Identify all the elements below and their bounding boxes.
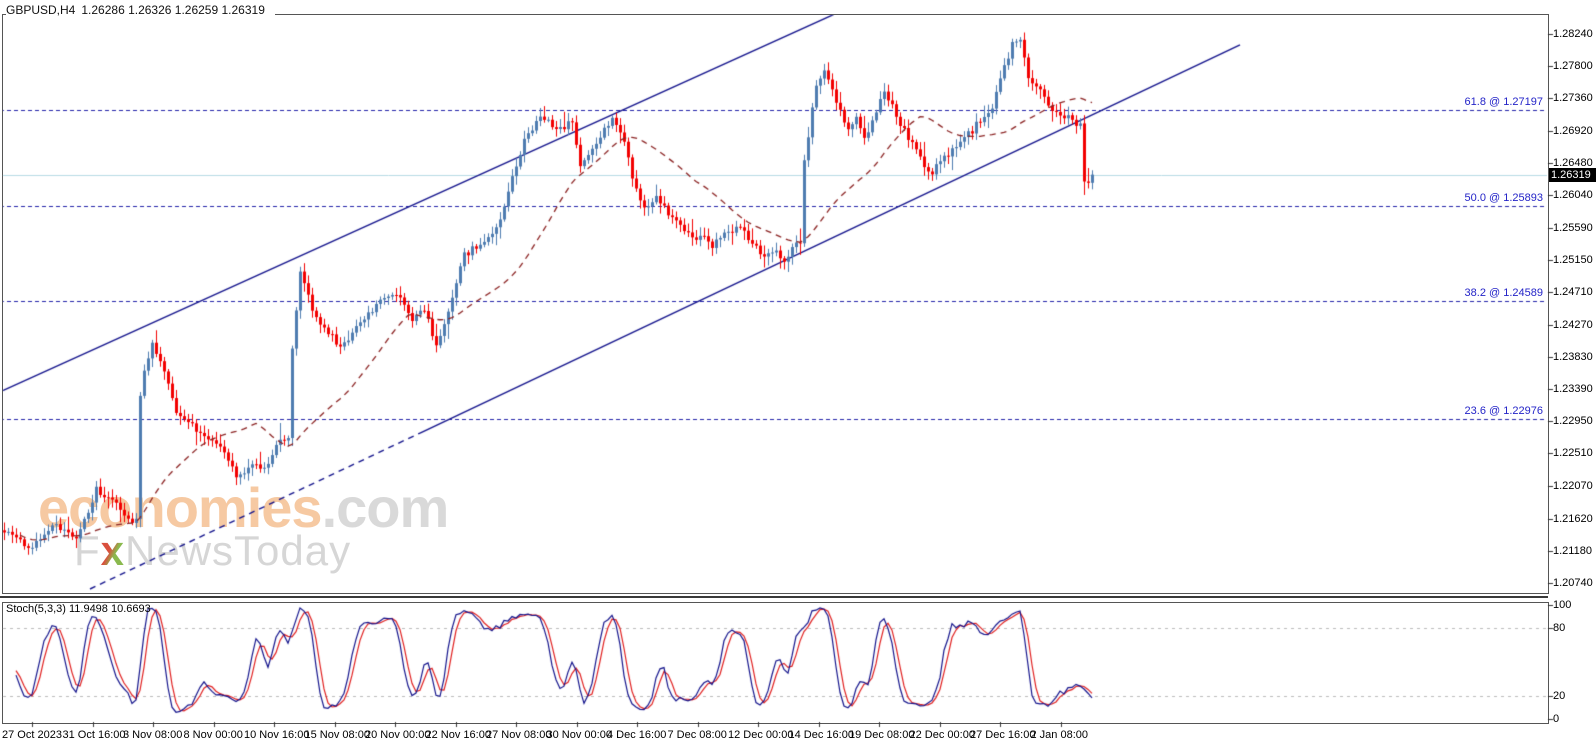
price-axis-label: 1.25150 <box>1553 254 1593 267</box>
price-axis-label: 1.27800 <box>1553 60 1593 73</box>
chart-title: GBPUSD,H4 1.26286 1.26326 1.26259 1.26319 <box>6 3 275 17</box>
price-axis-label: 1.22070 <box>1553 479 1593 492</box>
time-axis-label: 31 Oct 16:00 <box>62 729 126 741</box>
time-axis-label: 12 Dec 00:00 <box>728 729 794 741</box>
stochastic-axis-label: 80 <box>1553 621 1566 634</box>
ohlc-readout: 1.26286 1.26326 1.26259 1.26319 <box>81 3 265 17</box>
price-axis-label: 1.24710 <box>1553 286 1593 299</box>
stochastic-axis-label: 20 <box>1553 690 1566 703</box>
price-axis-label: 1.20740 <box>1553 577 1593 589</box>
price-axis-label: 1.26920 <box>1553 124 1593 137</box>
time-axis-label: 20 Nov 00:00 <box>365 729 431 741</box>
price-axis-label: 1.21620 <box>1553 512 1593 525</box>
time-axis-label: 15 Nov 08:00 <box>304 729 370 741</box>
fib-level-label: 61.8 @ 1.27197 <box>1464 96 1543 109</box>
price-axis-label: 1.21180 <box>1553 544 1592 557</box>
time-axis-label: 7 Dec 08:00 <box>667 729 727 741</box>
price-axis-label: 1.27360 <box>1553 92 1593 105</box>
time-axis-label: 14 Dec 16:00 <box>788 729 854 741</box>
time-axis-label: 19 Dec 08:00 <box>849 729 915 741</box>
symbol-timeframe: GBPUSD,H4 <box>6 3 76 17</box>
time-axis-label: 27 Dec 16:00 <box>970 729 1036 741</box>
time-axis-label: 22 Dec 00:00 <box>909 729 975 741</box>
fib-level-label: 38.2 @ 1.24589 <box>1464 287 1543 300</box>
price-axis-label: 1.22510 <box>1553 447 1593 460</box>
fib-level-label: 23.6 @ 1.22976 <box>1464 405 1543 418</box>
time-axis-label: 3 Nov 08:00 <box>123 729 183 741</box>
price-axis-label: 1.28240 <box>1553 28 1593 40</box>
stochastic-axis-label: 0 <box>1553 713 1560 725</box>
price-axis-label: 1.23390 <box>1553 383 1593 396</box>
time-axis-label: 30 Nov 00:00 <box>546 729 612 741</box>
price-axis-label: 1.26480 <box>1553 156 1593 169</box>
price-axis-label: 1.23830 <box>1553 350 1593 363</box>
price-axis-label: 1.24270 <box>1553 318 1593 331</box>
price-axis-label: 1.26040 <box>1553 189 1593 202</box>
price-axis-label: 1.22950 <box>1553 415 1593 428</box>
time-axis-label: 8 Nov 00:00 <box>183 729 243 741</box>
last-price-box: 1.26319 <box>1549 168 1596 182</box>
time-axis-label: 10 Nov 16:00 <box>244 729 310 741</box>
fib-level-label: 50.0 @ 1.25893 <box>1464 191 1543 204</box>
stochastic-label: Stoch(5,3,3) 11.9498 10.6693 <box>6 603 151 615</box>
time-axis-label: 27 Nov 08:00 <box>486 729 552 741</box>
time-axis-label: 22 Nov 16:00 <box>425 729 491 741</box>
time-axis-label: 27 Oct 2023 <box>2 729 62 741</box>
stochastic-axis-label: 100 <box>1553 599 1572 611</box>
time-axis-label: 4 Dec 16:00 <box>607 729 667 741</box>
time-axis-label: 2 Jan 08:00 <box>1030 729 1089 741</box>
price-axis-label: 1.25590 <box>1553 221 1593 234</box>
